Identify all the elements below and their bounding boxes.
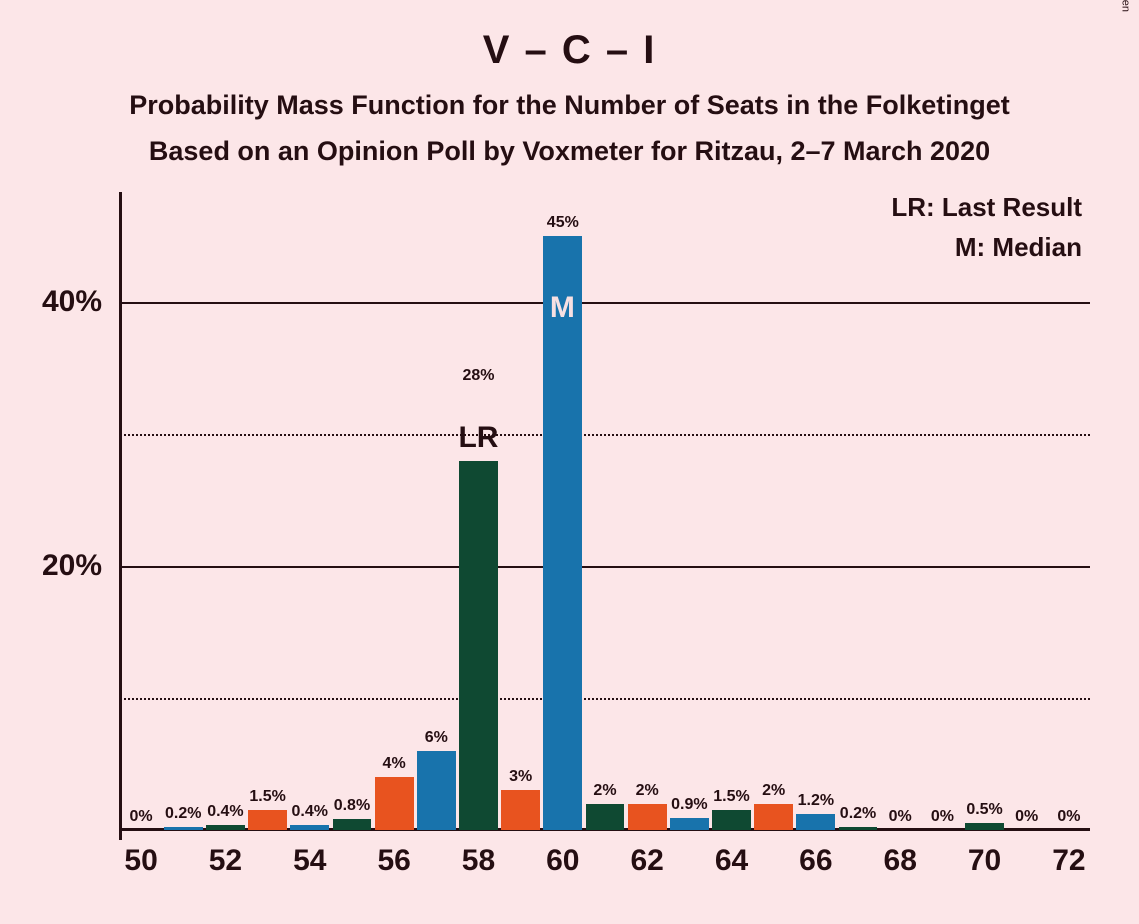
bar-value-label: 1.2% [798,792,834,810]
bar-value-label: 45% [547,214,579,232]
x-tick-label: 50 [124,844,157,878]
bar-value-label: 3% [509,768,532,786]
bar-value-label: 0.5% [966,801,1002,819]
bar-value-label: 0.8% [334,797,370,815]
chart-subtitle-1: Probability Mass Function for the Number… [0,90,1139,121]
y-tick-label: 20% [42,549,102,583]
bar: 1.2% [796,814,835,830]
bar: 1.5% [712,810,751,830]
x-tick-label: 60 [546,844,579,878]
grid-major [120,302,1090,304]
bar-value-label: 0% [1015,808,1038,826]
bar: 0.2% [839,827,878,830]
grid-minor [120,434,1090,436]
x-tick-label: 70 [968,844,1001,878]
bar: 2% [586,804,625,830]
chart-container: V – C – I Probability Mass Function for … [0,0,1139,924]
bar-value-label: 0% [130,808,153,826]
bar: 0.2% [164,827,203,830]
grid-minor [120,698,1090,700]
bar: 1.5% [248,810,287,830]
bar: 45%M [543,236,582,830]
bar-value-label: 0% [889,808,912,826]
bar: 2% [628,804,667,830]
x-tick-label: 56 [377,844,410,878]
bar-value-label: 0.2% [840,805,876,823]
copyright-text: © 2020 Filip van Laenen [1119,0,1131,12]
bar: 4% [375,777,414,830]
legend-m: M: Median [955,232,1082,263]
bar-value-label: 28% [462,367,494,385]
bar-value-label: 0.4% [292,803,328,821]
bar-value-label: 0% [1057,808,1080,826]
marker-lr: LR [458,421,498,455]
x-tick-label: 68 [884,844,917,878]
bar-value-label: 1.5% [249,788,285,806]
legend-lr: LR: Last Result [891,192,1082,223]
chart-title: V – C – I [0,28,1139,73]
bar: 3% [501,790,540,830]
bar: 0.8% [333,819,372,830]
y-tick-label: 40% [42,285,102,319]
bar-value-label: 2% [636,782,659,800]
chart-subtitle-2: Based on an Opinion Poll by Voxmeter for… [0,136,1139,167]
y-axis-line [119,192,122,840]
bar: 6% [417,751,456,830]
x-tick-label: 64 [715,844,748,878]
grid-major [120,566,1090,568]
x-tick-label: 58 [462,844,495,878]
bar-value-label: 1.5% [713,788,749,806]
bar: 2% [754,804,793,830]
bar: 0.9% [670,818,709,830]
x-tick-label: 66 [799,844,832,878]
bar: 0.5% [965,823,1004,830]
bar-value-label: 0.2% [165,805,201,823]
bar-value-label: 6% [425,729,448,747]
bar-value-label: 2% [762,782,785,800]
x-tick-label: 72 [1052,844,1085,878]
x-tick-label: 62 [630,844,663,878]
bar: 0.4% [206,825,245,830]
bar-value-label: 0% [931,808,954,826]
bar: 28%LR [459,461,498,830]
bar-value-label: 0.4% [207,803,243,821]
marker-m: M [550,291,576,325]
bar-value-label: 0.9% [671,796,707,814]
x-tick-label: 54 [293,844,326,878]
bar-value-label: 2% [593,782,616,800]
bar: 0.4% [290,825,329,830]
bar-value-label: 4% [383,755,406,773]
x-tick-label: 52 [209,844,242,878]
plot-area: LR: Last Result M: Median 20%40%50525456… [120,210,1090,830]
